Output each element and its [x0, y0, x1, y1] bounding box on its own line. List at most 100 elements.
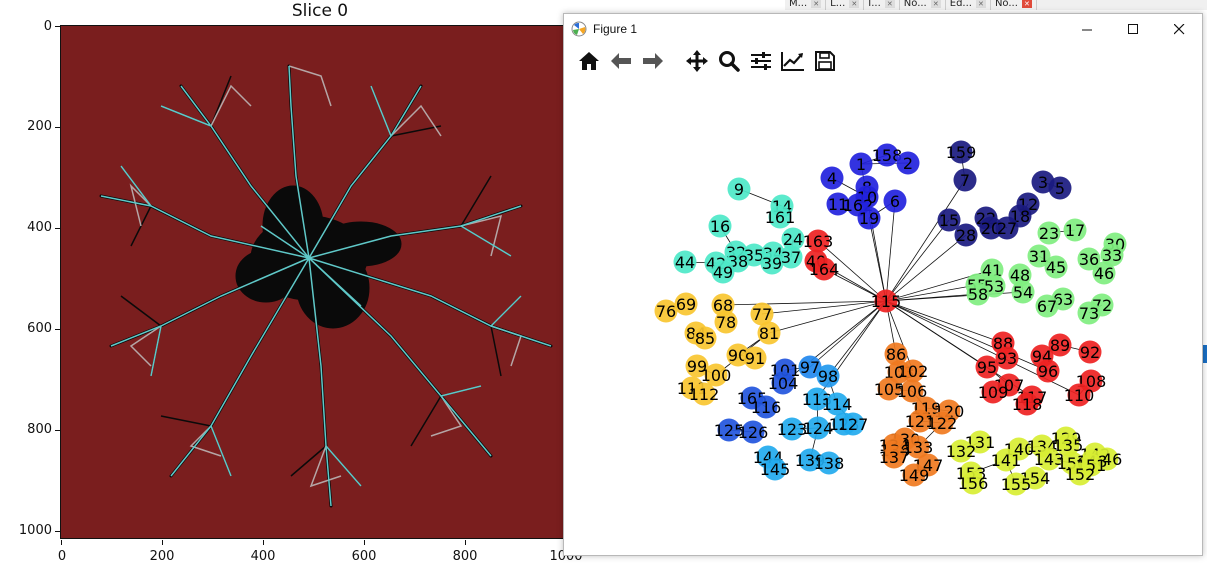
- node-marker: [875, 143, 899, 167]
- graph-node: 49: [711, 260, 735, 284]
- browser-tab[interactable]: L... ✕: [826, 0, 865, 10]
- graph-canvas[interactable]: 1158248106111621915973512152218202728914…: [564, 77, 1202, 555]
- configure-subplots-button[interactable]: [748, 48, 774, 74]
- graph-node: 122: [927, 411, 957, 435]
- node-label: 106: [897, 382, 928, 401]
- window-titlebar[interactable]: Figure 1: [564, 14, 1202, 44]
- node-marker: [816, 364, 840, 388]
- graph-node: 19: [857, 206, 881, 230]
- graph-node: 131: [965, 430, 995, 454]
- graph-node: 114: [822, 392, 852, 416]
- close-icon[interactable]: ✕: [884, 0, 895, 8]
- node-label: 85: [695, 329, 715, 348]
- graph-node: 95: [975, 355, 999, 379]
- browser-tab[interactable]: M... ✕: [785, 0, 827, 10]
- node-label: 112: [689, 385, 720, 404]
- node-label: 2: [903, 154, 913, 173]
- graph-node: 102: [898, 359, 929, 383]
- node-label: 28: [956, 226, 976, 245]
- node-label: 98: [818, 367, 838, 386]
- y-tick: 600: [27, 321, 52, 336]
- node-label: 137: [879, 448, 910, 467]
- pan-button[interactable]: [684, 48, 710, 74]
- graph-node: 24: [781, 227, 805, 251]
- browser-tab[interactable]: I... ✕: [864, 0, 900, 10]
- node-marker: [874, 289, 898, 313]
- graph-node: 127: [838, 412, 868, 436]
- graph-node: 99: [685, 354, 709, 378]
- node-marker: [930, 411, 954, 435]
- home-button[interactable]: [576, 48, 602, 74]
- graph-node: 85: [693, 326, 717, 350]
- graph-node: 2: [896, 151, 920, 175]
- navigation-toolbar: [564, 44, 1202, 78]
- node-label: 58: [968, 285, 988, 304]
- y-tick: 0: [43, 19, 52, 34]
- graph-node: 54: [1011, 280, 1035, 304]
- minimize-button[interactable]: [1064, 14, 1110, 44]
- graph-node: 126: [738, 420, 768, 444]
- maximize-button[interactable]: [1110, 14, 1156, 44]
- graph-edge: [823, 268, 887, 302]
- node-label: 24: [783, 230, 803, 249]
- save-button[interactable]: [812, 48, 838, 74]
- edit-axis-icon: [781, 51, 804, 71]
- graph-node: 27: [995, 216, 1019, 240]
- slice-image[interactable]: [60, 25, 568, 539]
- graph-edge: [809, 300, 887, 368]
- maximize-icon: [1127, 23, 1138, 34]
- graph-node: 149: [899, 463, 929, 487]
- graph-node: 4: [820, 166, 844, 190]
- node-marker: [685, 354, 709, 378]
- node-label: 77: [752, 305, 772, 324]
- edit-axis-button[interactable]: [780, 48, 806, 74]
- graph-node: 16: [708, 214, 732, 238]
- browser-tab[interactable]: Ed... ✕: [946, 0, 991, 10]
- graph-node: 58: [966, 282, 990, 306]
- node-marker: [1077, 247, 1101, 271]
- graph-node: 76: [654, 299, 678, 323]
- node-marker: [981, 380, 1005, 404]
- close-icon[interactable]: ✕: [811, 0, 822, 8]
- y-tick: 1000: [18, 523, 52, 538]
- graph-node: 155: [1001, 472, 1031, 496]
- node-marker: [877, 377, 901, 401]
- graph-node: 105: [874, 377, 904, 401]
- close-button[interactable]: [1156, 14, 1202, 44]
- graph-node: 36: [1077, 247, 1101, 271]
- close-icon[interactable]: ✕: [930, 0, 941, 8]
- node-marker: [1037, 221, 1061, 245]
- forward-button[interactable]: [640, 48, 666, 74]
- close-icon[interactable]: ✕: [849, 0, 860, 8]
- graph-node: 78: [714, 310, 738, 334]
- graph-node: 9: [727, 177, 751, 201]
- node-marker: [857, 206, 881, 230]
- graph-node: 112: [689, 382, 720, 406]
- browser-tab[interactable]: No... ✕: [991, 0, 1037, 10]
- node-label: 27: [997, 219, 1017, 238]
- node-label: 11: [828, 195, 848, 214]
- close-icon[interactable]: ✕: [975, 0, 986, 8]
- zoom-button[interactable]: [716, 48, 742, 74]
- node-marker: [1100, 243, 1124, 267]
- node-label: 102: [898, 362, 929, 381]
- node-marker: [1063, 218, 1087, 242]
- node-marker: [849, 152, 873, 176]
- browser-tab[interactable]: No... ✕: [900, 0, 946, 10]
- close-icon[interactable]: ✕: [1021, 0, 1032, 8]
- node-marker: [757, 321, 781, 345]
- graph-node: 100: [701, 363, 731, 387]
- graph-node: 67: [1035, 294, 1059, 318]
- graph-node: 89: [1048, 333, 1072, 357]
- graph-edge: [761, 300, 887, 315]
- node-label: 6: [890, 192, 900, 211]
- node-label: 20: [981, 219, 1001, 238]
- node-marker: [711, 293, 735, 317]
- node-label: 15: [939, 211, 959, 230]
- node-marker: [949, 439, 973, 463]
- back-button[interactable]: [608, 48, 634, 74]
- graph-node: 98: [816, 364, 840, 388]
- node-marker: [798, 355, 822, 379]
- node-marker: [1068, 462, 1092, 486]
- node-label: 163: [803, 232, 834, 251]
